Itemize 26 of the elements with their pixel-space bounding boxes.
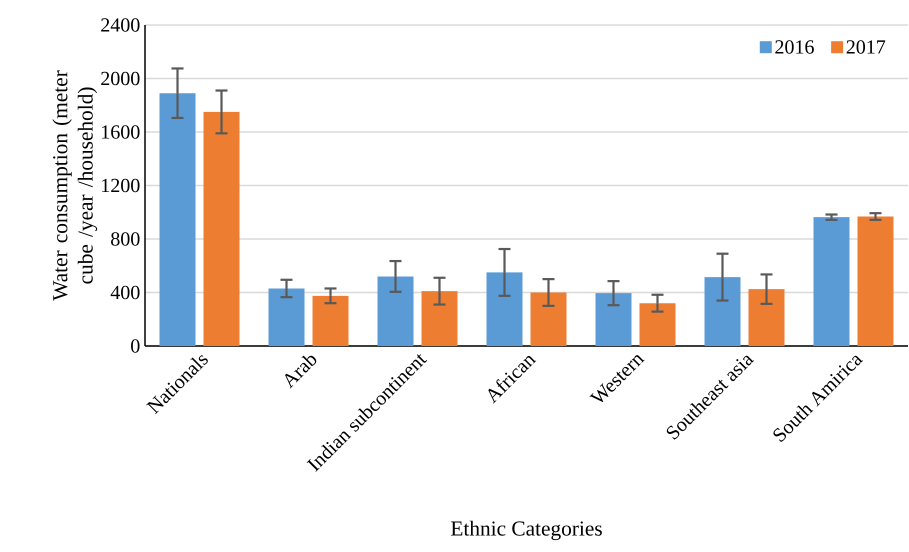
bar <box>596 293 632 346</box>
y-tick-label: 2000 <box>101 72 140 86</box>
y-tick-label: 0 <box>131 339 140 353</box>
legend-label: 2016 <box>775 40 814 54</box>
bar <box>378 276 414 346</box>
bar <box>312 296 349 346</box>
y-axis-title: Water consumption (meter cube /year /household) <box>52 70 98 301</box>
bar <box>486 272 523 346</box>
y-tick-label: 1600 <box>102 125 140 139</box>
y-tick-label: 1200 <box>102 178 140 192</box>
bar <box>748 289 784 346</box>
bar <box>640 303 676 346</box>
bar <box>268 288 305 346</box>
bar <box>530 292 566 346</box>
bar <box>813 217 850 346</box>
x-axis-title: Ethnic Categories <box>450 520 602 540</box>
x-tick-label: Arab <box>285 356 316 389</box>
bar <box>857 216 894 346</box>
bar <box>204 112 240 346</box>
y-tick-label: 400 <box>110 286 140 300</box>
bar <box>422 291 458 346</box>
y-tick-label: 2400 <box>101 18 140 32</box>
bar <box>160 93 196 346</box>
bar <box>704 277 740 346</box>
y-tick-label: 800 <box>111 232 140 246</box>
legend-label: 2017 <box>846 40 886 54</box>
